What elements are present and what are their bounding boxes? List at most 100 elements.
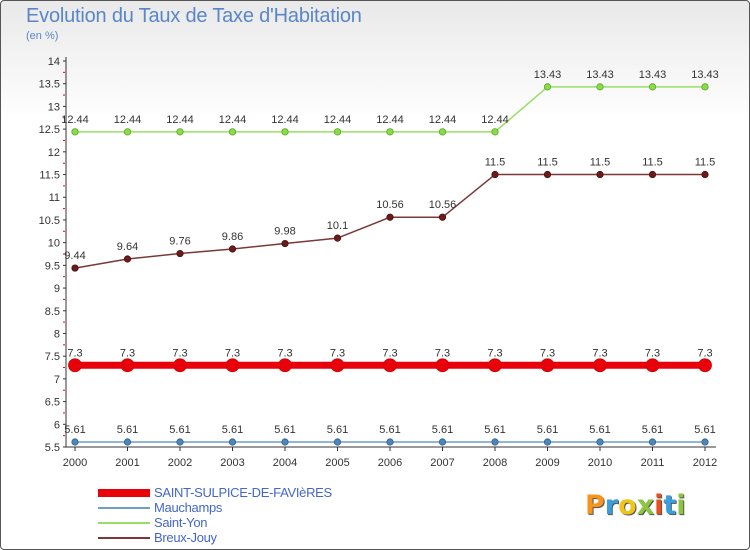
- data-label: 12.44: [324, 114, 352, 126]
- data-point: [386, 213, 394, 221]
- y-tick-label: 6: [54, 419, 60, 431]
- data-label: 5.61: [222, 424, 243, 436]
- data-label: 7.3: [172, 347, 187, 359]
- data-label: 7.3: [540, 347, 555, 359]
- y-tick-label: 11: [49, 192, 60, 204]
- data-label: 5.61: [379, 424, 400, 436]
- x-tick-label: 2008: [483, 457, 507, 469]
- chart-subtitle: (en %): [26, 30, 59, 42]
- data-label: 7.3: [330, 347, 345, 359]
- data-label: 13.43: [691, 69, 719, 81]
- data-label: 11.5: [485, 157, 506, 169]
- proxiti-logo: Proxiti: [585, 490, 686, 521]
- data-label: 12.44: [481, 114, 509, 126]
- data-point: [176, 249, 184, 258]
- data-point: [281, 438, 289, 446]
- data-label: 5.61: [117, 424, 138, 436]
- data-label: 12.44: [429, 114, 457, 126]
- y-tick-label: 10.5: [39, 215, 60, 227]
- data-label: 10.1: [327, 220, 348, 232]
- data-point: [698, 358, 712, 373]
- data-point: [176, 128, 184, 136]
- data-point: [491, 128, 499, 136]
- data-label: 5.61: [589, 424, 610, 436]
- data-point: [648, 170, 657, 179]
- data-point: [543, 438, 552, 446]
- y-tick-label: 12.5: [39, 124, 60, 136]
- legend-label: SAINT-SULPICE-DE-FAVIèRES: [154, 485, 332, 500]
- y-tick-label: 14: [48, 56, 60, 68]
- data-point: [543, 170, 552, 179]
- legend-swatch: [98, 537, 150, 539]
- data-label: 9.64: [117, 241, 138, 253]
- data-point: [491, 438, 499, 446]
- data-point: [123, 128, 132, 136]
- data-point: [333, 438, 342, 446]
- y-tick-label: 7: [54, 374, 60, 386]
- data-point: [491, 170, 499, 179]
- data-label: 7.3: [67, 347, 82, 359]
- y-tick-label: 5.5: [45, 442, 60, 454]
- y-tick-label: 13.5: [39, 79, 60, 91]
- data-point: [645, 358, 660, 373]
- x-tick-label: 2012: [693, 457, 717, 469]
- x-tick-label: 2003: [220, 457, 244, 469]
- logo-letter: o: [618, 490, 637, 521]
- data-point: [333, 128, 342, 136]
- data-point: [123, 438, 132, 446]
- data-point: [386, 438, 394, 446]
- logo-letter: x: [636, 490, 655, 521]
- data-point: [593, 358, 607, 373]
- x-tick-label: 2000: [63, 457, 87, 469]
- y-tick-label: 10: [48, 238, 60, 250]
- data-point: [278, 358, 292, 373]
- data-point: [596, 83, 604, 91]
- logo-letter: t: [663, 490, 677, 521]
- data-label: 7.3: [225, 347, 240, 359]
- data-point: [701, 83, 709, 91]
- legend-swatch: [98, 522, 150, 524]
- data-label: 7.3: [697, 347, 712, 359]
- x-tick-label: 2002: [168, 457, 192, 469]
- logo-letter: i: [654, 490, 664, 521]
- data-point: [488, 358, 502, 373]
- data-point: [71, 438, 79, 446]
- data-label: 9.86: [222, 231, 243, 243]
- data-point: [648, 83, 657, 91]
- data-point: [228, 245, 237, 253]
- data-label: 7.3: [645, 347, 660, 359]
- data-point: [438, 438, 447, 446]
- data-label: 11.5: [537, 157, 558, 169]
- data-label: 13.43: [639, 69, 667, 81]
- data-point: [701, 438, 709, 446]
- data-point: [173, 358, 187, 373]
- y-tick-label: 7.5: [45, 351, 60, 363]
- data-point: [281, 239, 289, 248]
- data-label: 12.44: [61, 114, 89, 126]
- data-point: [225, 358, 240, 373]
- data-label: 11.5: [642, 157, 663, 169]
- data-label: 7.3: [487, 347, 502, 359]
- data-point: [438, 213, 447, 221]
- data-point: [71, 128, 79, 136]
- series-2: 5.61 5.61 5.61 5.61 5.61 5.61 5.61 5.61 5.61 5.61…: [64, 424, 716, 446]
- data-label: 7.3: [435, 347, 450, 359]
- data-label: 7.3: [277, 347, 292, 359]
- data-point: [68, 358, 82, 373]
- data-point: [228, 438, 237, 446]
- data-label: 5.61: [537, 424, 558, 436]
- data-label: 5.61: [169, 424, 190, 436]
- data-label: 13.43: [534, 69, 562, 81]
- data-point: [435, 358, 450, 373]
- logo-letter: r: [604, 490, 619, 521]
- data-point: [71, 264, 79, 272]
- legend-swatch: [98, 489, 150, 497]
- legend-label: Breux-Jouy: [154, 530, 217, 545]
- data-label: 11.5: [695, 157, 716, 169]
- data-label: 7.3: [382, 347, 397, 359]
- data-point: [386, 128, 394, 136]
- data-point: [701, 170, 709, 179]
- data-point: [333, 234, 342, 242]
- data-label: 9.76: [169, 236, 190, 248]
- y-tick-label: 8: [54, 328, 60, 340]
